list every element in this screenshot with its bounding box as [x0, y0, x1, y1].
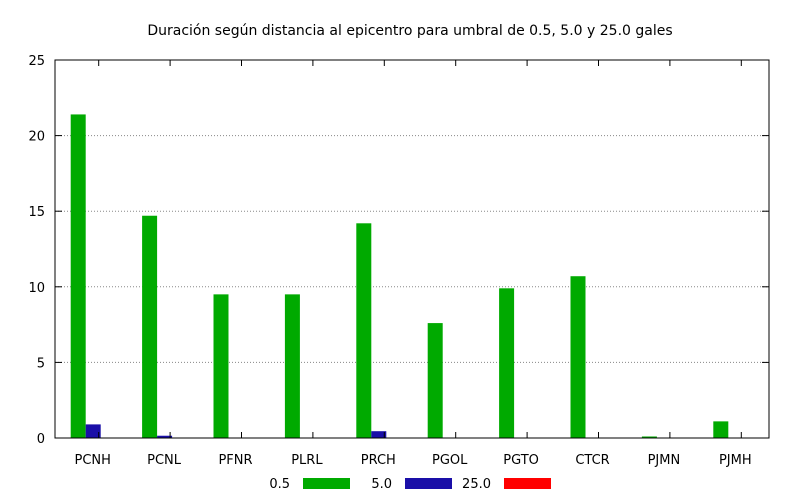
bar-5-0: [157, 435, 173, 438]
legend-label: 0.5: [269, 477, 290, 492]
x-tick-label: PLRL: [291, 453, 323, 468]
y-tick-label: 25: [28, 54, 45, 69]
x-tick-label: PJMN: [648, 453, 681, 468]
y-tick-label: 15: [28, 205, 45, 220]
legend-swatch: [405, 478, 452, 489]
bar-0-5: [142, 215, 158, 438]
legend-swatch: [303, 478, 350, 489]
legend-swatch: [504, 478, 551, 489]
legend-label: 5.0: [371, 477, 392, 492]
x-tick-label: CTCR: [575, 453, 609, 468]
bar-5-0: [85, 424, 101, 438]
y-tick-label: 0: [37, 432, 45, 447]
bar-0-5: [713, 421, 729, 438]
x-tick-label: PJMH: [719, 453, 752, 468]
bar-0-5: [284, 294, 300, 438]
y-tick-label: 5: [37, 356, 45, 371]
x-tick-label: PGOL: [432, 453, 468, 468]
y-axis: 0 5 10 15 20 25: [28, 54, 769, 447]
legend-label: 25.0: [462, 477, 491, 492]
x-axis: PCNH PCNL PFNR PLRL PRCH PGOL PGTO CTCR PJMN PJMH: [74, 60, 752, 468]
y-tick-label: 20: [28, 130, 45, 145]
bar-0-5: [356, 223, 372, 438]
bar-0-5: [427, 323, 443, 438]
bar-0-5: [499, 288, 515, 438]
x-tick-label: PGTO: [503, 453, 539, 468]
plot-frame: [54, 59, 770, 439]
bar-0-5: [70, 114, 86, 438]
x-tick-label: PCNH: [74, 453, 110, 468]
y-tick-label: 10: [28, 281, 45, 296]
bar-0-5: [641, 436, 657, 438]
x-tick-label: PCNL: [147, 453, 182, 468]
bar-0-5: [213, 294, 229, 438]
bar-0-5: [570, 276, 586, 438]
x-tick-label: PRCH: [361, 453, 396, 468]
chart-title: Duración según distancia al epicentro pa…: [147, 23, 672, 39]
legend: 0.5 5.0 25.0: [269, 477, 551, 492]
grid-lines: [55, 135, 769, 363]
x-tick-label: PFNR: [218, 453, 252, 468]
bars-group: [70, 114, 729, 438]
bar-5-0: [371, 431, 387, 438]
